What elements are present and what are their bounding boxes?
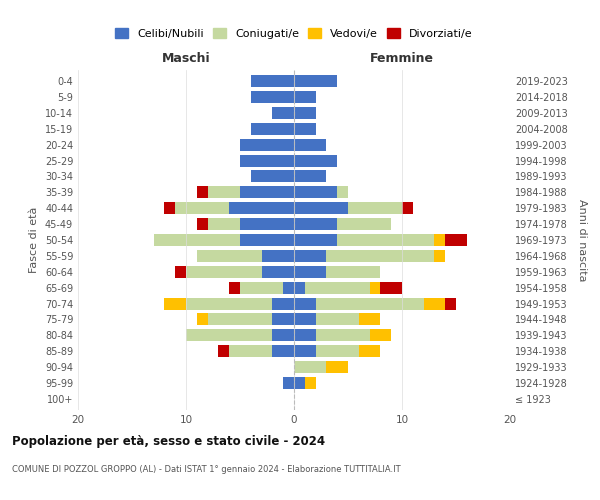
Bar [316, 298, 424, 310]
Bar [175, 202, 229, 214]
Bar [186, 330, 272, 342]
Bar [294, 298, 316, 310]
Bar [434, 234, 445, 246]
Bar [294, 202, 348, 214]
Bar [251, 75, 294, 87]
Bar [337, 218, 391, 230]
Bar [262, 266, 294, 278]
Bar [197, 218, 208, 230]
Bar [197, 186, 208, 198]
Bar [337, 234, 434, 246]
Bar [208, 314, 272, 326]
Y-axis label: Fasce di età: Fasce di età [29, 207, 39, 273]
Bar [424, 298, 445, 310]
Bar [197, 250, 262, 262]
Bar [229, 282, 240, 294]
Bar [402, 202, 413, 214]
Bar [305, 377, 316, 389]
Bar [197, 314, 208, 326]
Bar [240, 282, 283, 294]
Bar [370, 282, 380, 294]
Bar [272, 330, 294, 342]
Bar [208, 218, 240, 230]
Bar [294, 346, 316, 357]
Bar [294, 138, 326, 150]
Bar [186, 298, 272, 310]
Bar [218, 346, 229, 357]
Bar [175, 266, 186, 278]
Bar [370, 330, 391, 342]
Bar [294, 266, 326, 278]
Bar [305, 282, 370, 294]
Legend: Celibi/Nubili, Coniugati/e, Vedovi/e, Divorziati/e: Celibi/Nubili, Coniugati/e, Vedovi/e, Di… [115, 28, 473, 38]
Bar [294, 154, 337, 166]
Bar [240, 186, 294, 198]
Bar [445, 298, 456, 310]
Bar [272, 346, 294, 357]
Bar [294, 218, 337, 230]
Bar [445, 234, 467, 246]
Bar [348, 202, 402, 214]
Bar [294, 170, 326, 182]
Bar [294, 330, 316, 342]
Bar [229, 346, 272, 357]
Bar [283, 377, 294, 389]
Bar [326, 266, 380, 278]
Text: Femmine: Femmine [370, 52, 434, 65]
Text: COMUNE DI POZZOL GROPPO (AL) - Dati ISTAT 1° gennaio 2024 - Elaborazione TUTTITA: COMUNE DI POZZOL GROPPO (AL) - Dati ISTA… [12, 465, 401, 474]
Bar [326, 361, 348, 373]
Bar [154, 234, 240, 246]
Bar [294, 282, 305, 294]
Bar [272, 107, 294, 119]
Bar [326, 250, 434, 262]
Bar [434, 250, 445, 262]
Bar [294, 250, 326, 262]
Bar [294, 91, 316, 103]
Bar [294, 361, 326, 373]
Bar [294, 75, 337, 87]
Bar [294, 234, 337, 246]
Bar [164, 298, 186, 310]
Bar [251, 123, 294, 134]
Bar [240, 154, 294, 166]
Bar [294, 123, 316, 134]
Bar [272, 314, 294, 326]
Bar [294, 186, 337, 198]
Bar [251, 170, 294, 182]
Bar [186, 266, 262, 278]
Bar [337, 186, 348, 198]
Bar [262, 250, 294, 262]
Bar [359, 346, 380, 357]
Bar [251, 91, 294, 103]
Bar [240, 138, 294, 150]
Bar [316, 314, 359, 326]
Bar [294, 314, 316, 326]
Bar [359, 314, 380, 326]
Bar [208, 186, 240, 198]
Bar [272, 298, 294, 310]
Bar [240, 234, 294, 246]
Bar [283, 282, 294, 294]
Text: Popolazione per età, sesso e stato civile - 2024: Popolazione per età, sesso e stato civil… [12, 435, 325, 448]
Bar [164, 202, 175, 214]
Bar [240, 218, 294, 230]
Bar [294, 107, 316, 119]
Bar [294, 377, 305, 389]
Bar [380, 282, 402, 294]
Bar [229, 202, 294, 214]
Bar [316, 346, 359, 357]
Text: Maschi: Maschi [161, 52, 211, 65]
Bar [316, 330, 370, 342]
Y-axis label: Anni di nascita: Anni di nascita [577, 198, 587, 281]
